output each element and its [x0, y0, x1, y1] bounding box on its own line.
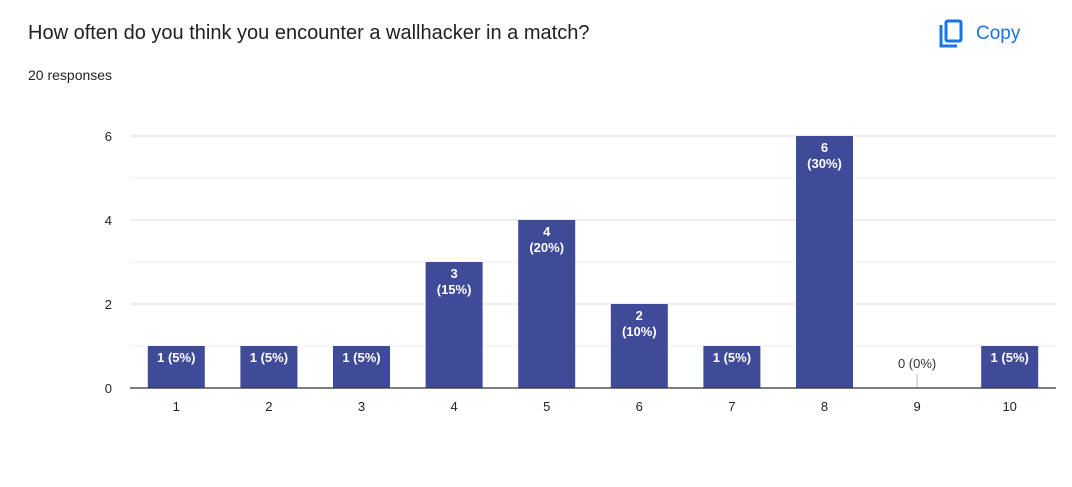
x-tick-label: 9 — [913, 399, 920, 414]
bar — [333, 346, 390, 388]
x-tick-label: 4 — [450, 399, 457, 414]
x-tick-label: 2 — [265, 399, 272, 414]
bar — [147, 346, 205, 388]
bar — [981, 346, 1039, 388]
data-label: 1 (5%) — [342, 350, 380, 365]
data-label: 1 (5%) — [991, 350, 1029, 365]
y-tick-label: 0 — [105, 381, 112, 396]
data-label: 1 (5%) — [157, 350, 195, 365]
data-label: 6 (30%) — [807, 140, 842, 171]
bar — [703, 346, 761, 388]
data-label: 0 (0%) — [898, 356, 936, 371]
bar — [610, 304, 668, 388]
x-tick-label: 3 — [358, 399, 365, 414]
bar — [518, 220, 576, 388]
bar — [796, 136, 853, 388]
y-tick-label: 6 — [105, 129, 112, 144]
x-tick-label: 7 — [728, 399, 735, 414]
x-tick-label: 5 — [543, 399, 550, 414]
data-label: 1 (5%) — [713, 350, 751, 365]
data-label: 4 (20%) — [529, 224, 564, 255]
bar — [425, 262, 483, 388]
x-tick-label: 1 — [173, 399, 180, 414]
question-title: How often do you think you encounter a w… — [28, 22, 590, 44]
x-tick-label: 8 — [821, 399, 828, 414]
x-tick-label: 10 — [1002, 399, 1016, 414]
data-label: 3 (15%) — [437, 266, 472, 297]
response-count: 20 responses — [28, 67, 113, 83]
copy-icon — [938, 19, 964, 49]
y-tick-label: 2 — [105, 297, 112, 312]
y-tick-label: 4 — [105, 213, 112, 228]
copy-button[interactable]: Copy — [938, 16, 1048, 52]
copy-label: Copy — [976, 23, 1021, 44]
data-label: 1 (5%) — [250, 350, 288, 365]
bar — [240, 346, 298, 388]
data-label: 2 (10%) — [622, 308, 657, 339]
x-tick-label: 6 — [636, 399, 643, 414]
